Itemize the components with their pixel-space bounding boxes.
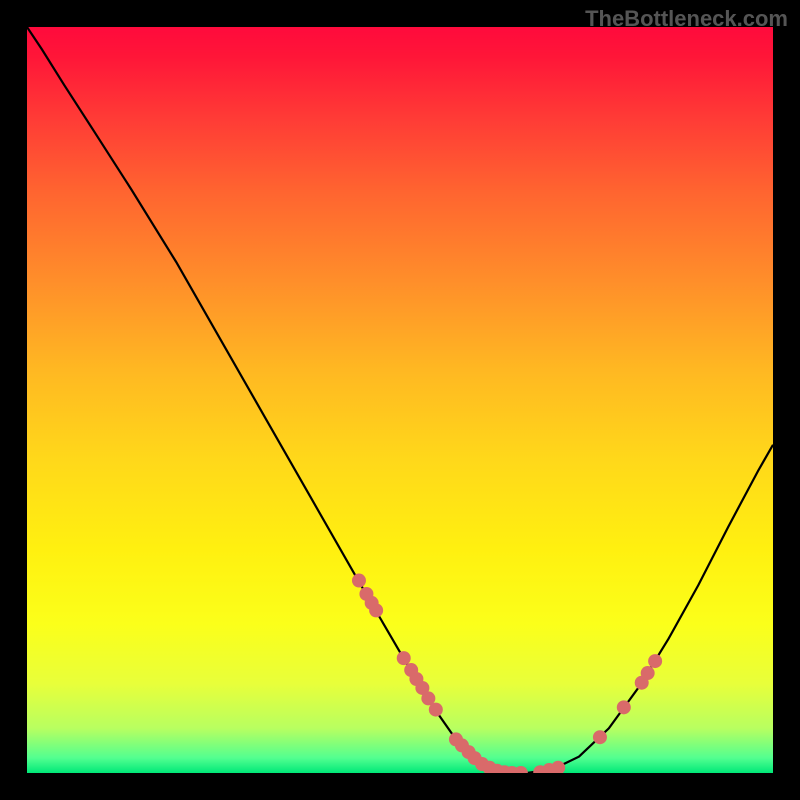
data-marker <box>369 603 383 617</box>
chart-plot-area <box>27 27 773 773</box>
bottleneck-curve-svg <box>27 27 773 773</box>
data-marker <box>641 666 655 680</box>
data-marker <box>429 703 443 717</box>
data-marker <box>617 700 631 714</box>
data-markers <box>352 574 662 773</box>
data-marker <box>397 651 411 665</box>
data-marker <box>352 574 366 588</box>
watermark-text: TheBottleneck.com <box>585 6 788 32</box>
data-marker <box>648 654 662 668</box>
data-marker <box>551 761 565 773</box>
data-marker <box>593 730 607 744</box>
data-marker <box>514 766 528 773</box>
